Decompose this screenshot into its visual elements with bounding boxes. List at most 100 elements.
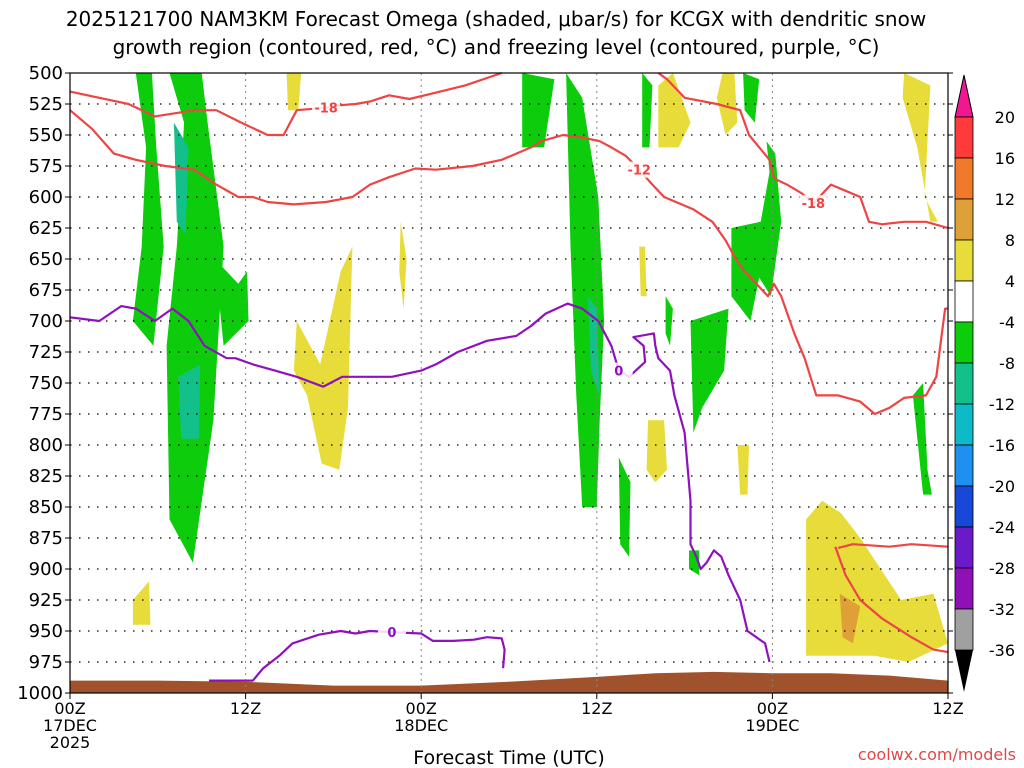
surface-terrain-fill: [70, 671, 948, 693]
isotherm-line-4: [834, 546, 949, 654]
y-tick-label-875: 875: [29, 528, 63, 549]
isotherm-label-0: -18: [314, 102, 338, 117]
x-axis-label: Forecast Time (UTC): [413, 747, 604, 768]
omega-region-negative-0: [132, 73, 164, 346]
omega-shading: [132, 73, 948, 662]
colorbar-label-0: 20: [995, 108, 1015, 127]
freezing-level-label-bg-0: [604, 362, 633, 379]
colorbar-segment-6: [954, 362, 974, 405]
x-tick-label-48-1: 19DEC: [745, 716, 799, 735]
freezing-level-label-bg-1: [377, 624, 406, 641]
isotherm-line-1: [657, 72, 949, 230]
freezing-level-label-0: 0: [614, 365, 623, 380]
omega-region-negative-2: [173, 122, 189, 235]
y-tick-label-575: 575: [29, 156, 63, 177]
isotherm-line-2: [69, 109, 948, 416]
colorbar-label-7: -12: [989, 395, 1015, 414]
x-tick-label-0-2: 2025: [50, 733, 91, 752]
omega-region-negative-15: [912, 383, 932, 495]
colorbar-segment-7: [954, 403, 974, 446]
chart-title-line1: 2025121700 NAM3KM Forecast Omega (shaded…: [66, 7, 926, 31]
y-tick-label-900: 900: [29, 559, 63, 580]
omega-region-negative-4: [214, 259, 249, 346]
watermark: coolwx.com/models: [858, 745, 1016, 764]
y-tick-label-650: 650: [29, 249, 63, 270]
y-tick-label-975: 975: [29, 652, 63, 673]
omega-region-negative-5: [522, 73, 555, 148]
omega-region-positive-8: [737, 445, 749, 495]
omega-region-positive-9: [902, 73, 938, 222]
x-tick-label-48-0: 00Z: [757, 699, 788, 718]
colorbar-segment-3: [954, 239, 974, 282]
y-tick-label-800: 800: [29, 435, 63, 456]
x-tick-label-36-0: 12Z: [581, 699, 612, 718]
colorbar-label-9: -20: [989, 477, 1015, 496]
colorbar-segment-2: [954, 198, 974, 241]
colorbar-segment-10: [954, 526, 974, 569]
omega-region-positive-3: [132, 581, 151, 625]
colorbar-segment-0: [954, 116, 974, 159]
y-axis: 500 525 550 575 600 625 650 675 700 725 750 775 800 8…: [17, 63, 953, 704]
x-tick-label-24-0: 00Z: [406, 699, 437, 718]
colorbar-label-3: 8: [1005, 231, 1015, 250]
colorbar-label-6: -8: [999, 354, 1015, 373]
colorbar-label-5: -4: [999, 313, 1015, 332]
surface-terrain: [70, 671, 948, 693]
isotherm-label-bg-0: [312, 99, 341, 116]
omega-region-positive-7: [646, 420, 667, 483]
colorbar-bottom-triangle: [955, 650, 973, 692]
isotherm-line-3: [838, 543, 949, 549]
omega-region-negative-14: [743, 73, 760, 123]
chart-title-line2: growth region (contoured, red, °C) and f…: [113, 35, 880, 59]
omega-region-negative-10: [665, 296, 673, 346]
y-tick-label-1000: 1000: [17, 683, 63, 704]
x-tick-label-12-0: 12Z: [230, 699, 261, 718]
isotherm-line-0: [69, 71, 503, 137]
x-tick-label-0-1: 17DEC: [43, 716, 97, 735]
colorbar-label-10: -24: [989, 518, 1015, 537]
isotherm-label-bg-2: [625, 161, 654, 178]
colorbar-top-triangle: [954, 74, 974, 118]
isotherm-label-2: -12: [627, 164, 651, 179]
omega-region-negative-9: [642, 73, 653, 148]
colorbar-label-8: -16: [989, 436, 1015, 455]
colorbar-segment-4: [954, 280, 974, 323]
y-tick-label-700: 700: [29, 311, 63, 332]
omega-region-negative-3: [178, 364, 201, 439]
colorbar-label-13: -36: [989, 641, 1015, 660]
y-tick-label-850: 850: [29, 497, 63, 518]
colorbar-label-2: 12: [995, 190, 1015, 209]
omega-region-negative-6: [566, 73, 605, 507]
colorbar-segment-5: [954, 321, 974, 364]
omega-region-negative-11: [690, 308, 729, 433]
omega-region-negative-8: [618, 457, 631, 557]
colorbar-segment-11: [954, 567, 974, 610]
y-tick-label-675: 675: [29, 280, 63, 301]
isotherm-label-1: -18: [802, 197, 826, 212]
y-tick-label-550: 550: [29, 125, 63, 146]
colorbar-label-1: 16: [995, 149, 1015, 168]
plot-background: [70, 73, 948, 693]
freezing-level-line-1: [209, 629, 506, 682]
colorbar-label-4: 4: [1005, 272, 1015, 291]
y-tick-label-775: 775: [29, 404, 63, 425]
omega-region-negative-12: [731, 141, 782, 321]
freezing-level-label-1: 0: [387, 626, 396, 641]
y-tick-label-750: 750: [29, 373, 63, 394]
colorbar-segment-12: [954, 608, 974, 651]
omega-region-positive-4: [658, 73, 691, 148]
y-tick-label-725: 725: [29, 342, 63, 363]
omega-region-positive-0: [286, 73, 302, 111]
freezing-level-line-0: [69, 302, 771, 663]
y-tick-label-600: 600: [29, 187, 63, 208]
colorbar-segment-8: [954, 444, 974, 487]
omega-region-positive-1: [293, 246, 353, 470]
x-tick-label-60-0: 12Z: [932, 699, 963, 718]
colorbar-segment-1: [954, 157, 974, 200]
y-tick-label-825: 825: [29, 466, 63, 487]
y-tick-label-950: 950: [29, 621, 63, 642]
colorbar-label-11: -28: [989, 559, 1015, 578]
x-tick-label-0-0: 00Z: [54, 699, 85, 718]
omega-region-positive-2: [399, 221, 407, 309]
